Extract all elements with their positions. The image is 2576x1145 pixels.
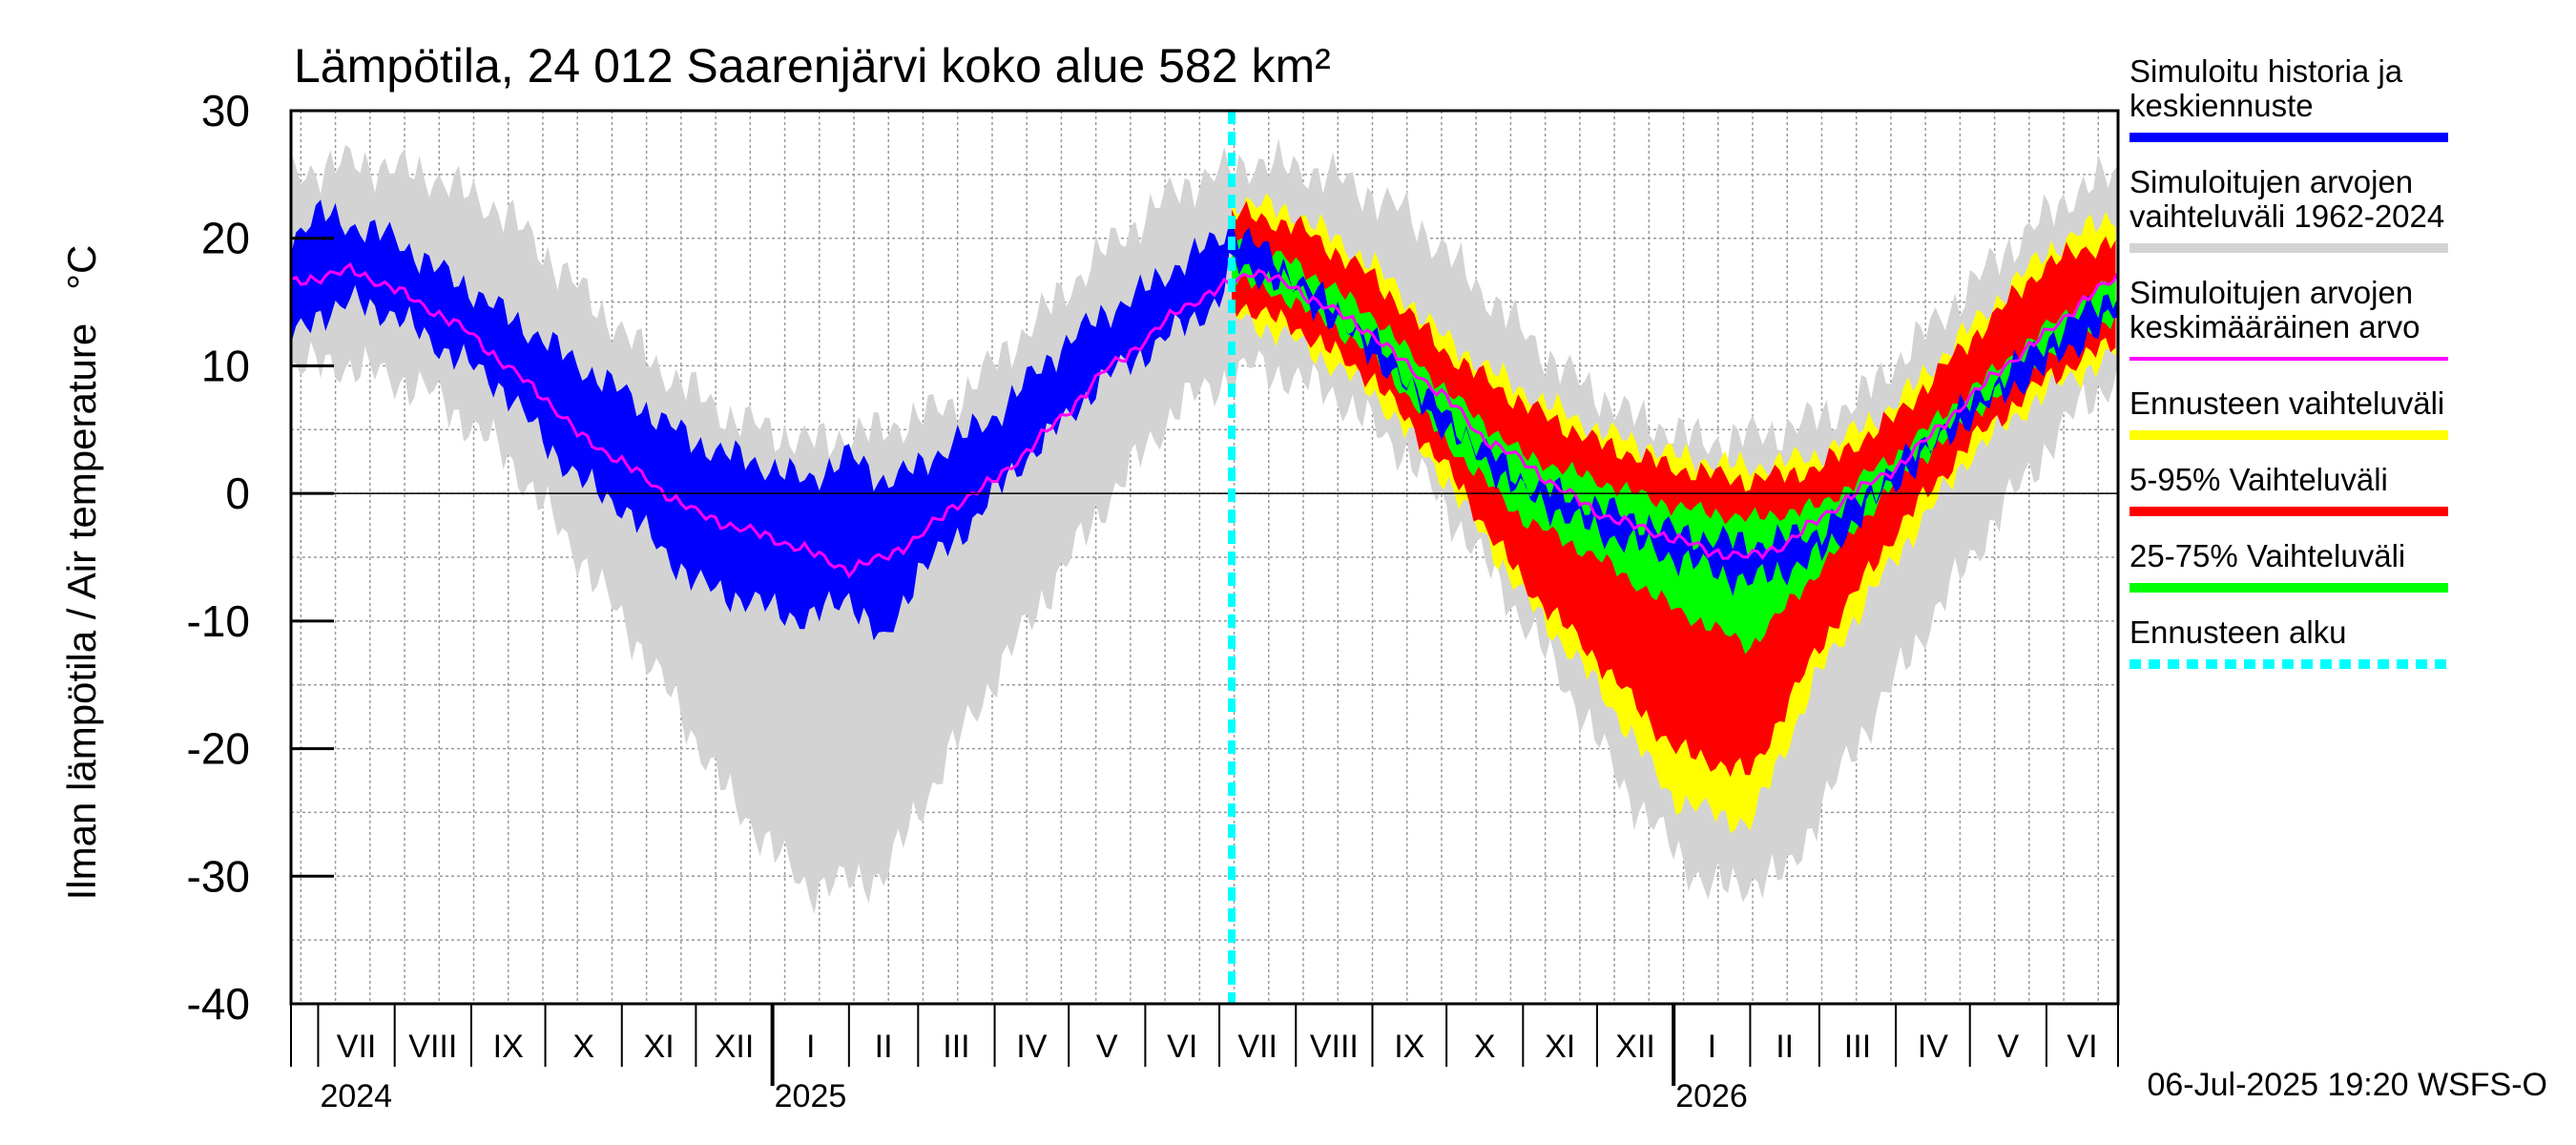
month-label: IV <box>1918 1029 1948 1065</box>
legend-label: 25-75% Vaihteluväli <box>2129 538 2405 573</box>
plot-frame <box>289 109 2120 1006</box>
y-axis: -40 -30 -20 -10 0 10 20 30 <box>187 86 334 1029</box>
series-simuloitujen-arvojen-keskimaarainen-arvo <box>290 262 2120 579</box>
y-tick-label: -30 <box>187 851 250 901</box>
month-label: VIII <box>408 1029 457 1065</box>
month-label: X <box>1474 1029 1496 1065</box>
legend-label: keskimääräinen arvo <box>2129 309 2420 344</box>
legend-label: Simuloitujen arvojen <box>2129 164 2413 199</box>
month-label: VII <box>337 1029 377 1065</box>
month-label: I <box>806 1029 815 1065</box>
y-tick-label: 0 <box>225 468 250 518</box>
series-25-75-vaihteluvali <box>1232 238 2116 655</box>
series-5-95-vaihteluvali <box>1232 200 2116 778</box>
month-label: IX <box>493 1029 524 1065</box>
month-label: V <box>1096 1029 1118 1065</box>
legend-label: 5-95% Vaihteluväli <box>2129 462 2388 497</box>
timestamp-footer: 06-Jul-2025 19:20 WSFS-O <box>2147 1067 2547 1103</box>
legend: Simuloitu historia jakeskiennusteSimuloi… <box>2129 53 2448 669</box>
legend-item-5-95-vaihteluvali: 5-95% Vaihteluväli <box>2129 462 2448 516</box>
y-tick-label: 30 <box>201 86 250 135</box>
month-label: IV <box>1016 1029 1047 1065</box>
month-label: II <box>875 1029 893 1065</box>
data-lines <box>290 262 2120 579</box>
y-tick-label: -10 <box>187 596 250 646</box>
month-label: VIII <box>1310 1029 1359 1065</box>
month-label: XII <box>715 1029 755 1065</box>
month-label: I <box>1708 1029 1716 1065</box>
x-axis: VII VIII IX X XI XII I II III IV V VI VII VIII IX X XI XI… <box>290 1004 2119 1114</box>
legend-label: Simuloitujen arvojen <box>2129 275 2413 310</box>
legend-label: keskiennuste <box>2129 88 2314 123</box>
month-label: IX <box>1394 1029 1424 1065</box>
year-label: 2024 <box>320 1078 392 1114</box>
month-label: XI <box>644 1029 675 1065</box>
y-tick-label: -40 <box>187 979 250 1029</box>
year-label: 2025 <box>775 1078 847 1114</box>
data-bands <box>291 137 2118 915</box>
month-label: III <box>1844 1029 1871 1065</box>
legend-label: Ennusteen alku <box>2129 614 2347 650</box>
month-label: XI <box>1545 1029 1575 1065</box>
legend-item-ennusteen-vaihteluvali: Ennusteen vaihteluväli <box>2129 385 2448 440</box>
month-label: V <box>1997 1029 2019 1065</box>
month-label: II <box>1776 1029 1794 1065</box>
y-tick-label: 20 <box>201 214 250 263</box>
legend-label: Ennusteen vaihteluväli <box>2129 385 2444 421</box>
legend-item-ennusteen-alku: Ennusteen alku <box>2129 614 2448 669</box>
year-label: 2026 <box>1675 1078 1748 1114</box>
month-label: III <box>943 1029 969 1065</box>
series-simuloitu-historia-ja-keskiennuste <box>291 199 2118 641</box>
y-tick-label: -20 <box>187 724 250 774</box>
month-label: VI <box>1167 1029 1197 1065</box>
y-tick-label: 10 <box>201 341 250 390</box>
legend-label: Simuloitu historia ja <box>2129 53 2403 89</box>
legend-label: vaihteluväli 1962-2024 <box>2129 198 2444 234</box>
legend-item-25-75-vaihteluvali: 25-75% Vaihteluväli <box>2129 538 2448 593</box>
chart-title: Lämpötila, 24 012 Saarenjärvi koko alue … <box>294 39 1331 93</box>
y-axis-label: Ilman lämpötila / Air temperature °C <box>59 245 104 901</box>
month-label: XII <box>1615 1029 1655 1065</box>
month-label: VII <box>1237 1029 1278 1065</box>
month-label: X <box>572 1029 594 1065</box>
month-label: VI <box>2067 1029 2097 1065</box>
